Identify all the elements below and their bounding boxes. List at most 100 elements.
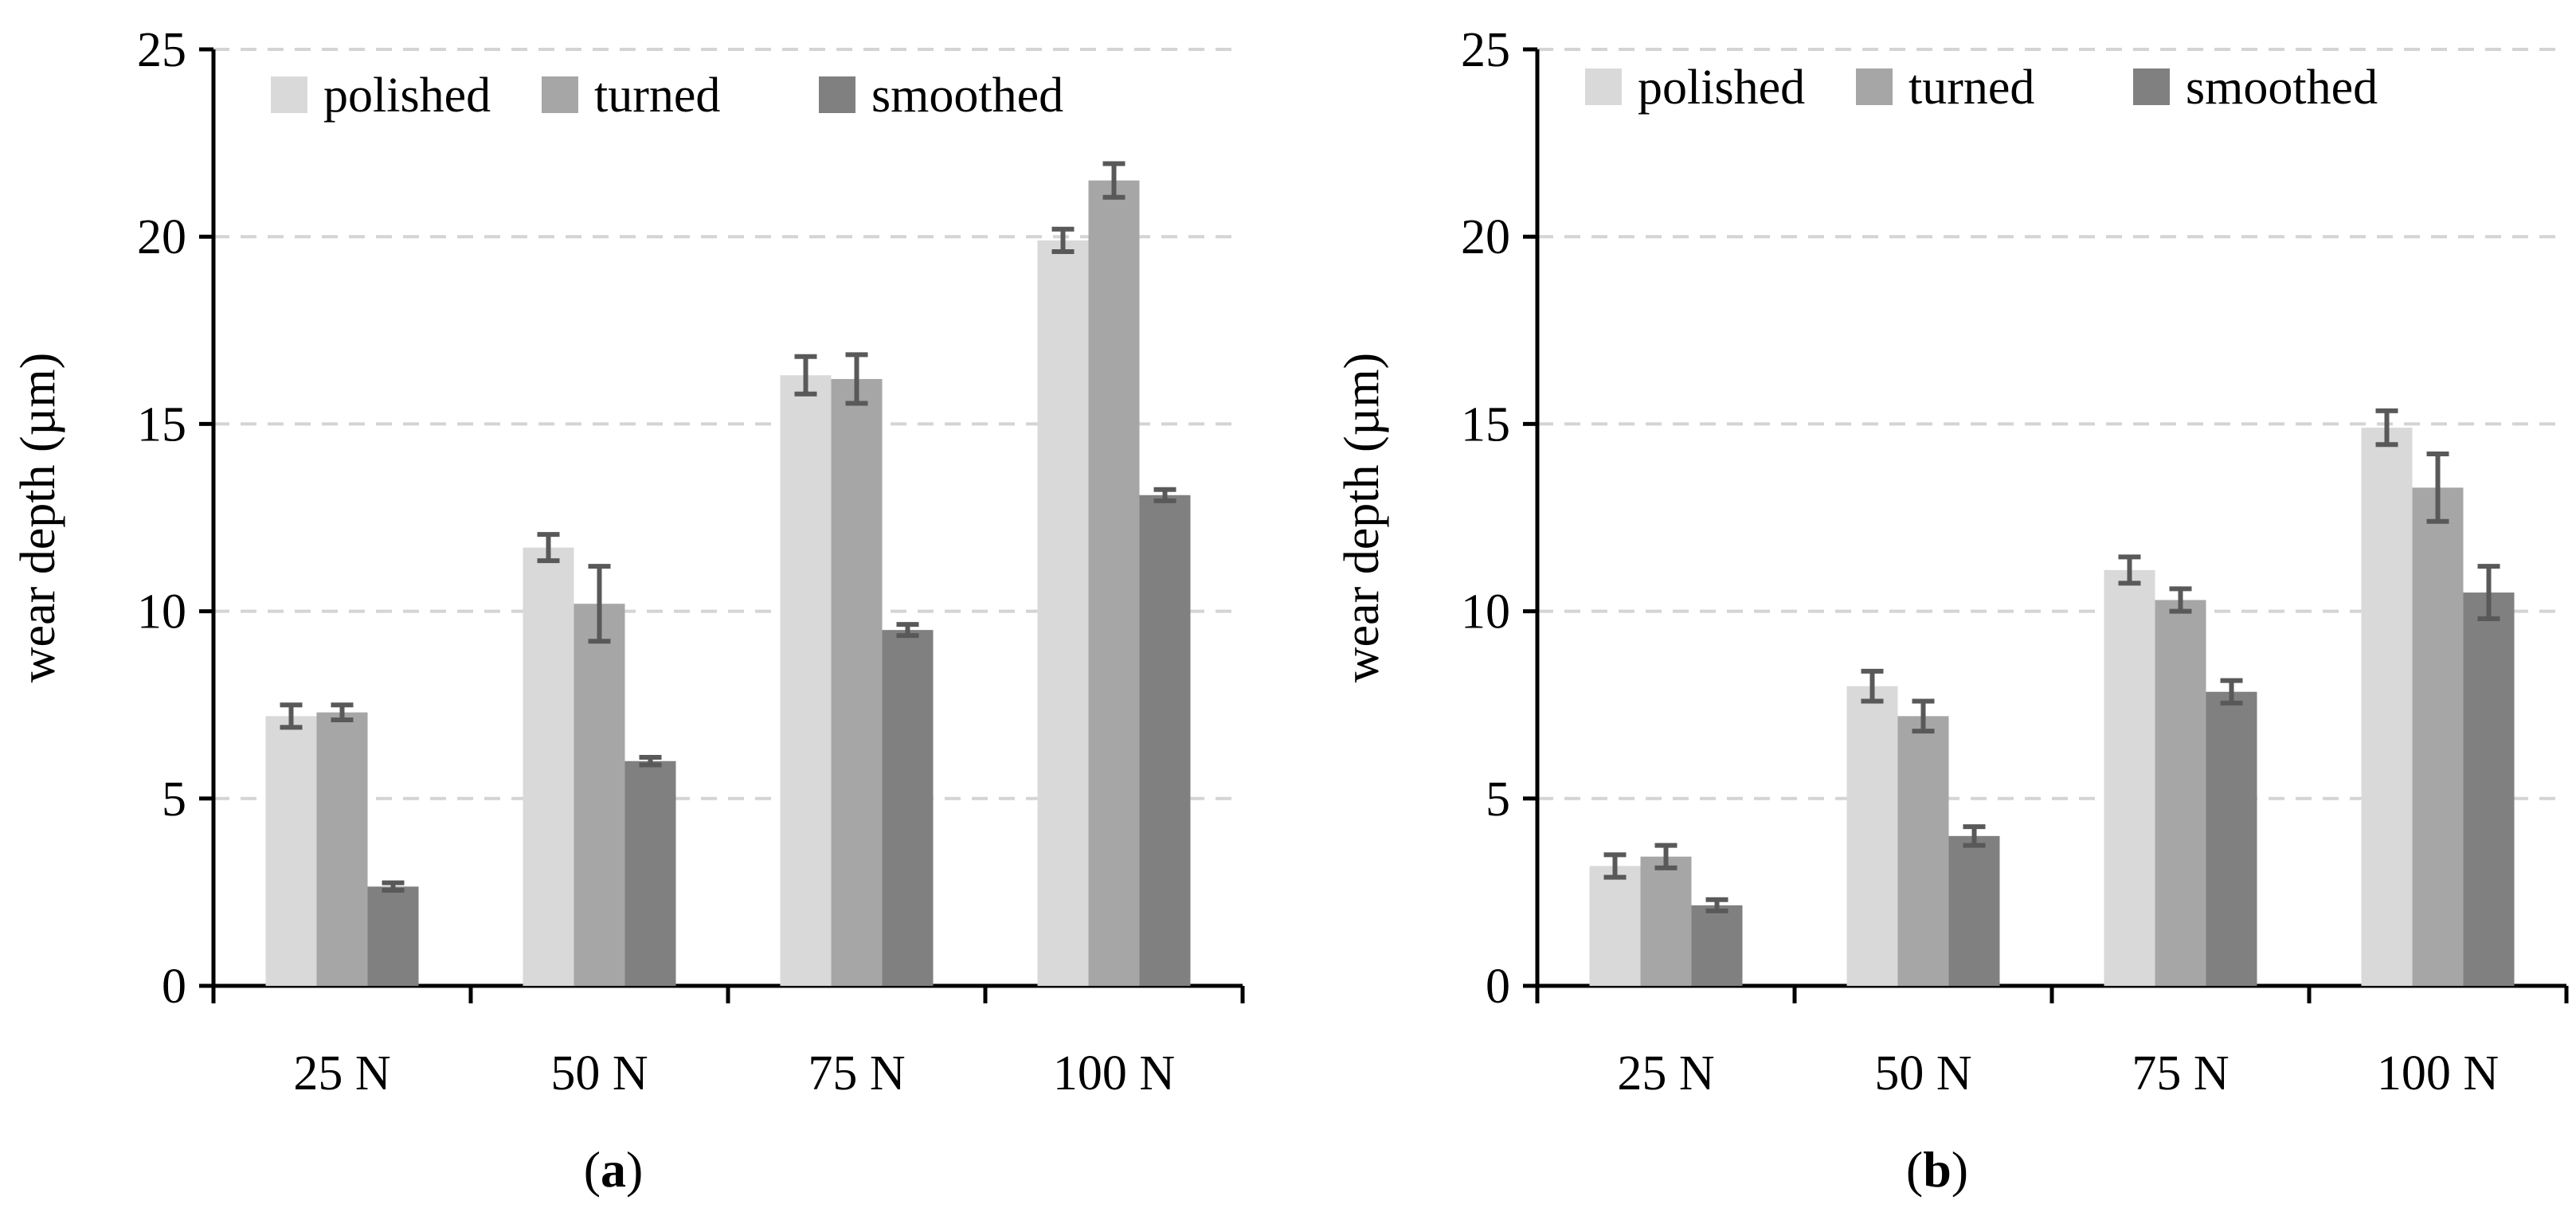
panel-label-close-paren: ) [1952, 1141, 1968, 1198]
error-bar-polished-75-n [2118, 554, 2141, 586]
bar-turned-100-n [1088, 180, 1140, 986]
error-bar-turned-50-n [588, 564, 611, 644]
y-tick-label: 0 [1486, 960, 1510, 1014]
error-bar-turned-25-n [331, 702, 354, 723]
bar-smoothed-75-n [882, 630, 934, 986]
y-tick-label: 15 [137, 397, 186, 452]
error-bar-smoothed-100-n [1153, 487, 1176, 503]
bar-polished-100-n [2361, 428, 2413, 986]
bar-polished-25-n [265, 716, 317, 986]
legend-item-smoothed: smoothed [819, 68, 1063, 123]
bar-polished-75-n [2104, 569, 2155, 986]
legend-item-turned: turned [542, 68, 720, 123]
panel-label: (a) [584, 1141, 644, 1198]
bar-smoothed-50-n [1948, 835, 2000, 986]
error-bar-polished-50-n [537, 532, 560, 564]
panel-label-open-paren: ( [1906, 1141, 1923, 1198]
legend-swatch-turned [1856, 68, 1893, 105]
legend-swatch-smoothed [2133, 68, 2170, 105]
panel-label-letter: a [601, 1141, 626, 1198]
error-bar-polished-25-n [1603, 852, 1627, 880]
x-tick-label: 25 N [1617, 1046, 1714, 1101]
error-bar-smoothed-50-n [639, 755, 662, 768]
legend-label-polished: polished [323, 68, 491, 123]
legend-label-smoothed: smoothed [871, 68, 1063, 123]
bar-turned-75-n [2155, 600, 2206, 986]
legend-item-polished: polished [1585, 61, 1805, 115]
bar-turned-50-n [574, 604, 625, 986]
bar-polished-50-n [523, 547, 574, 986]
x-tick-label: 100 N [2377, 1046, 2499, 1101]
bar-turned-50-n [1897, 716, 1949, 986]
error-bar-smoothed-25-n [1705, 897, 1728, 913]
y-tick-label: 25 [1461, 23, 1510, 77]
y-tick-label: 10 [137, 585, 186, 639]
y-axis-title: wear depth (µm) [1335, 353, 1389, 682]
bar-polished-50-n [1846, 686, 1898, 986]
bar-smoothed-50-n [624, 760, 676, 986]
bar-smoothed-75-n [2206, 691, 2257, 986]
bar-polished-25-n [1589, 866, 1641, 986]
bar-smoothed-25-n [367, 886, 419, 986]
y-tick-label: 15 [1461, 397, 1510, 452]
error-bar-turned-100-n [1102, 161, 1126, 200]
error-bar-smoothed-75-n [2220, 678, 2243, 706]
bar-turned-100-n [2412, 487, 2464, 986]
error-bar-turned-75-n [845, 352, 868, 406]
error-bar-turned-50-n [1912, 698, 1935, 734]
x-tick-label: 75 N [2132, 1046, 2229, 1101]
legend-swatch-turned [542, 76, 578, 113]
x-tick-label: 25 N [293, 1046, 390, 1101]
bar-turned-25-n [316, 712, 368, 986]
error-bar-smoothed-75-n [896, 622, 919, 639]
error-bar-smoothed-100-n [2477, 564, 2500, 622]
error-bar-polished-100-n [1051, 226, 1075, 255]
legend: polished turned smoothed [1585, 61, 2378, 115]
legend-item-turned: turned [1856, 61, 2034, 115]
y-tick-label: 10 [1461, 585, 1510, 639]
x-tick-label: 50 N [550, 1046, 648, 1101]
error-bar-polished-25-n [280, 702, 303, 730]
panel-label-letter: b [1923, 1141, 1952, 1198]
error-bar-polished-100-n [2375, 408, 2398, 448]
y-axis-title: wear depth (µm) [11, 353, 65, 682]
bar-smoothed-100-n [1139, 495, 1191, 986]
legend-label-polished: polished [1638, 61, 1805, 115]
error-bar-polished-75-n [794, 354, 817, 397]
y-tick-label: 0 [162, 960, 186, 1014]
y-tick-label: 20 [1461, 210, 1510, 264]
x-tick-label: 100 N [1053, 1046, 1175, 1101]
legend-item-smoothed: smoothed [2133, 61, 2378, 115]
panel-label-open-paren: ( [584, 1141, 601, 1198]
chart-panel-a: 0 5 10 15 20 25 wear depth (µm) 25 N 50 N 75 N 100… [11, 23, 1245, 1198]
y-tick-label: 5 [162, 772, 186, 827]
error-bar-turned-25-n [1654, 843, 1678, 870]
y-tick-label: 5 [1486, 772, 1510, 827]
bar-smoothed-100-n [2463, 592, 2515, 986]
bar-turned-75-n [831, 378, 883, 986]
bar-turned-25-n [1640, 856, 1692, 986]
x-tick-label: 50 N [1874, 1046, 1971, 1101]
error-bar-turned-75-n [2169, 586, 2192, 614]
chart-panel-b: 0 5 10 15 20 25 wear depth (µm) 25 N 50 N 75 N 100… [1335, 23, 2569, 1198]
y-tick-label: 20 [137, 210, 186, 264]
legend-label-turned: turned [1909, 61, 2034, 115]
bar-polished-75-n [780, 375, 832, 986]
bar-smoothed-25-n [1691, 905, 1743, 986]
error-bar-smoothed-25-n [382, 880, 405, 893]
legend-swatch-smoothed [819, 76, 855, 113]
error-bar-polished-50-n [1861, 668, 1884, 704]
legend-swatch-polished [271, 76, 307, 113]
y-tick-label: 25 [137, 23, 186, 77]
panel-label-close-paren: ) [626, 1141, 643, 1198]
bar-polished-100-n [1037, 240, 1089, 986]
legend-label-smoothed: smoothed [2186, 61, 2378, 115]
legend-item-polished: polished [271, 68, 491, 123]
error-bar-smoothed-50-n [1963, 824, 1986, 848]
legend: polished turned smoothed [271, 68, 1063, 123]
panel-label: (b) [1906, 1141, 1968, 1198]
legend-label-turned: turned [594, 68, 720, 123]
error-bar-turned-100-n [2426, 452, 2449, 524]
x-tick-label: 75 N [808, 1046, 905, 1101]
